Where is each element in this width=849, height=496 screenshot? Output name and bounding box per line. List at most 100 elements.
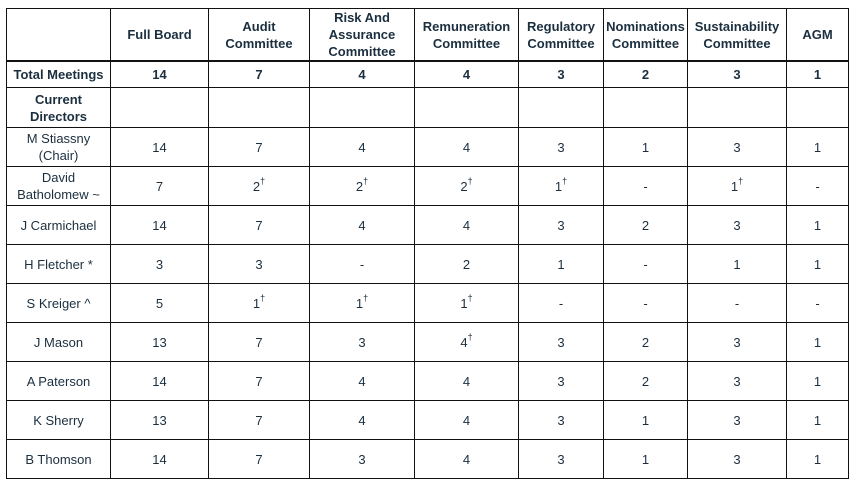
empty-cell [786,87,849,128]
footnote-dagger: † [363,175,369,186]
attendance-value: 2 [460,178,468,194]
attendance-cell: 1 [786,205,849,245]
total-cell: 7 [208,60,310,88]
section-row-current-directors: Current Directors [6,87,849,128]
attendance-cell: 3 [518,322,604,362]
attendance-value: 4 [460,334,468,350]
attendance-value: 2 [462,256,471,272]
attendance-value: - [643,295,648,311]
footnote-dagger: † [562,175,568,186]
attendance-value: 3 [557,334,565,350]
attendance-value: 3 [557,451,565,467]
attendance-cell: 5 [110,283,209,323]
attendance-value: 7 [255,373,263,389]
director-name-text: M Stiassny (Chair) [26,131,91,163]
attendance-cell: 1 [603,127,688,167]
director-name: J Carmichael [6,205,111,245]
attendance-value: 4 [358,373,366,389]
total-meetings-label: Total Meetings [6,60,111,88]
attendance-cell: 3 [518,361,604,401]
attendance-cell: - [786,283,849,323]
attendance-value: 4 [462,451,471,467]
attendance-value: 1 [252,295,261,311]
attendance-value: 3 [733,334,741,350]
attendance-value: 1 [355,295,364,311]
attendance-value: 1 [733,256,741,272]
attendance-cell: 4 [309,127,415,167]
attendance-value: 2 [355,178,364,194]
total-cell: 2 [603,60,688,88]
director-name-text: K Sherry [33,412,84,428]
attendance-value: 4 [462,373,471,389]
attendance-cell: 2 [603,205,688,245]
attendance-cell: 1 [786,127,849,167]
director-row: H Fletcher * 3 3 - 2 1 - 1 1 [6,244,849,284]
footnote-dagger: † [738,175,744,186]
director-name: S Kreiger ^ [6,283,111,323]
attendance-value: - [558,295,564,311]
attendance-cell: 4 [309,205,415,245]
director-name-text: J Carmichael [20,217,97,233]
attendance-value: 3 [557,412,565,428]
attendance-cell: 1† [414,283,519,323]
attendance-value: 3 [733,139,741,155]
attendance-value: 1 [813,334,822,350]
attendance-cell: 4 [414,127,519,167]
attendance-cell: 7 [208,361,310,401]
attendance-value: 1 [813,256,822,272]
director-row: B Thomson 14 7 3 4 3 1 3 1 [6,439,849,479]
director-name-text: H Fletcher * [24,256,93,272]
attendance-cell: 3 [518,127,604,167]
director-name: David Batholomew ~ [6,166,111,206]
empty-cell [110,87,209,128]
director-row: S Kreiger ^ 5 1† 1† 1† - - - - [6,283,849,323]
footnote-dagger: † [467,175,473,186]
director-name-text: B Thomson [25,451,92,467]
empty-cell [603,87,688,128]
attendance-cell: - [603,283,688,323]
attendance-value: 1 [641,412,650,428]
attendance-value: 4 [358,139,366,155]
attendance-value: 3 [557,373,565,389]
attendance-cell: 1 [603,400,688,440]
attendance-cell: 2 [414,244,519,284]
director-name: M Stiassny (Chair) [6,127,111,167]
attendance-cell: 13 [110,400,209,440]
director-name-text: A Paterson [26,373,91,389]
attendance-value: 14 [152,373,167,389]
attendance-cell: 1 [687,244,787,284]
attendance-cell: 1 [786,361,849,401]
attendance-cell: 14 [110,361,209,401]
director-name: B Thomson [6,439,111,479]
attendance-value: 7 [255,412,263,428]
attendance-value: 7 [255,451,263,467]
attendance-cell: 7 [208,127,310,167]
attendance-value: 7 [255,217,263,233]
column-header: Regulatory Committee [518,8,604,62]
attendance-value: 1 [813,139,822,155]
attendance-value: - [643,256,648,272]
attendance-cell: - [518,283,604,323]
attendance-cell: 7 [110,166,209,206]
attendance-cell: 3 [687,127,787,167]
attendance-value: 3 [733,373,741,389]
attendance-cell: 3 [208,244,310,284]
attendance-cell: 14 [110,127,209,167]
attendance-value: 2 [641,334,650,350]
attendance-cell: 2† [208,166,310,206]
attendance-cell: 1† [518,166,604,206]
attendance-cell: 7 [208,400,310,440]
attendance-value: 13 [152,412,167,428]
attendance-cell: 7 [208,322,310,362]
attendance-cell: - [603,166,688,206]
attendance-value: 1 [730,178,739,194]
director-name-text: David Batholomew ~ [17,170,100,202]
attendance-cell: 1 [786,439,849,479]
attendance-cell: 7 [208,205,310,245]
footnote-dagger: † [260,292,266,303]
attendance-cell: 2 [603,322,688,362]
attendance-value: 4 [358,412,366,428]
attendance-cell: 4 [414,361,519,401]
attendance-value: - [643,178,648,194]
director-name-text: S Kreiger ^ [26,295,91,311]
